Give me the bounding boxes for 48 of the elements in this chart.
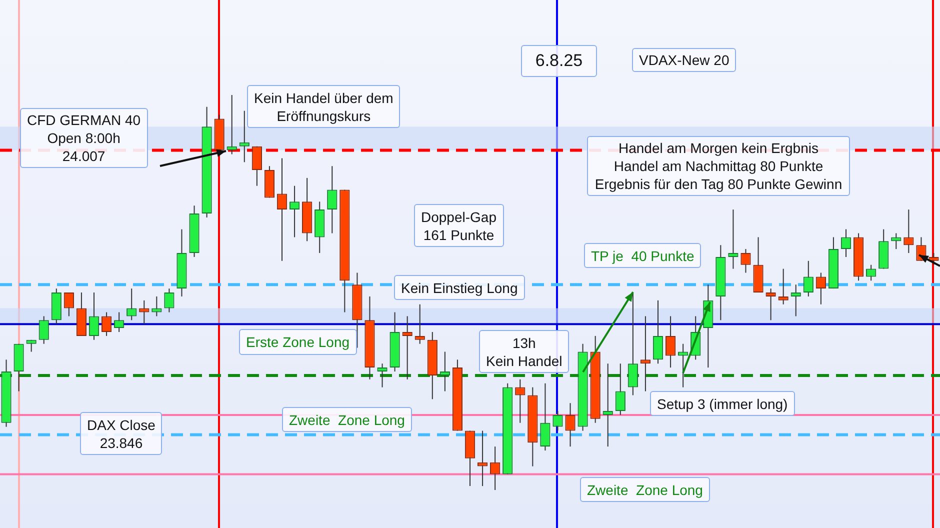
- annotation: DAX Close 23.846: [80, 412, 162, 455]
- annotation: CFD GERMAN 40 Open 8:00h 24.007: [20, 108, 148, 168]
- candlestick: [790, 284, 801, 317]
- candlestick: [276, 158, 288, 262]
- candlestick: [414, 304, 425, 344]
- candlestick: [252, 146, 262, 186]
- candlestick: [114, 312, 124, 332]
- annotation: Setup 3 (immer long): [650, 391, 795, 416]
- annotation: Kein Handel über dem Eröffnungskurs: [247, 85, 400, 128]
- candlestick: [728, 209, 738, 270]
- candlestick: [628, 292, 638, 396]
- candlestick: [88, 292, 100, 340]
- annotation: Erste Zone Long: [239, 329, 357, 355]
- annotation: Handel am Morgen kein Ergbnis Handel am Nachmittag 80 Punkte Ergebnis für den Tag 80 Punkte Gewinn: [587, 136, 850, 196]
- candlestick: [38, 316, 49, 344]
- text: 6.8.25: [521, 45, 597, 77]
- annotation: Doppel-Gap 161 Punkte: [414, 204, 504, 247]
- candlestick: [652, 300, 664, 364]
- candlestick: [490, 446, 500, 490]
- candlestick: [477, 430, 488, 487]
- annotation: Kein Einstieg Long: [394, 275, 525, 300]
- candlestick: [866, 264, 876, 282]
- candlestick: [139, 300, 150, 325]
- candlestick: [515, 378, 526, 424]
- candlestick: [289, 185, 300, 238]
- candlestick: [440, 351, 450, 392]
- candlestick: [766, 288, 776, 321]
- candlestick: [402, 316, 412, 380]
- candlestick: [540, 382, 550, 451]
- candlestick: [327, 166, 338, 234]
- candlestick: [152, 296, 162, 317]
- candlestick: [126, 288, 137, 321]
- candlestick: [377, 363, 388, 388]
- candlestick: [891, 232, 902, 250]
- candlestick: [928, 252, 939, 266]
- candlestick: [640, 316, 651, 392]
- candlestick: [226, 94, 237, 155]
- candlestick: [602, 363, 613, 448]
- text: VDAX-New 20: [632, 48, 736, 72]
- candlestick: [665, 316, 676, 368]
- annotation: 13h Kein Handel: [479, 330, 570, 373]
- candlestick: [239, 110, 250, 163]
- candlestick: [615, 363, 626, 416]
- annotation: TP je 40 Punkte: [584, 243, 702, 268]
- annotation: Zweite Zone Long: [282, 407, 412, 432]
- candlestick: [904, 209, 914, 254]
- candlestick: [778, 268, 788, 305]
- annotation: Zweite Zone Long: [580, 477, 710, 502]
